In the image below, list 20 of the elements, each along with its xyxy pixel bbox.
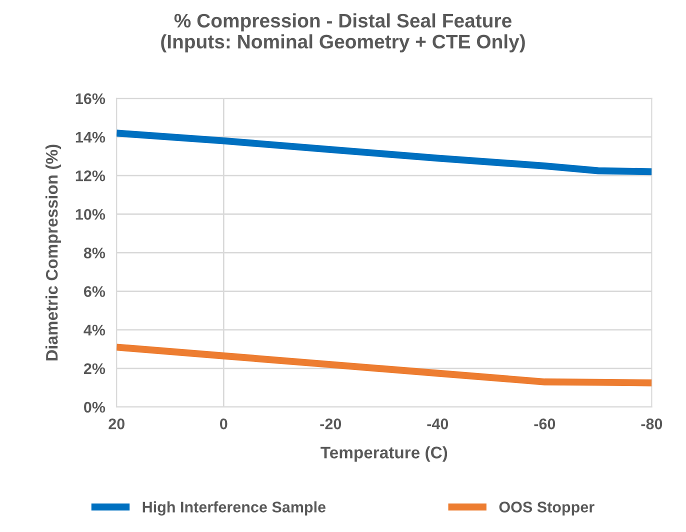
- y-tick-label: 12%: [76, 170, 106, 182]
- x-tick-label: -20: [320, 418, 342, 430]
- legend-label: High Interference Sample: [142, 501, 326, 516]
- y-axis-title: Diametric Compression (%): [46, 144, 62, 360]
- x-tick-label: -80: [641, 418, 662, 430]
- y-tick-label: 14%: [76, 132, 106, 143]
- chart-title: % Compression - Distal Seal Feature (Inputs: Nominal Geometry + CTE Only): [161, 13, 525, 52]
- x-tick-label: -40: [427, 418, 448, 430]
- x-tick-label: 20: [108, 418, 124, 430]
- y-tick-label: 4%: [84, 324, 106, 336]
- x-tick-label: -60: [534, 418, 556, 430]
- y-tick-label: 0%: [84, 402, 106, 413]
- y-tick-label: 8%: [84, 248, 106, 258]
- x-axis-title: Temperature (C): [320, 446, 448, 462]
- y-tick-label: 10%: [76, 209, 106, 220]
- y-tick-label: 2%: [84, 363, 106, 374]
- y-tick-label: 16%: [76, 93, 106, 104]
- x-tick-label: 0: [220, 418, 228, 430]
- y-tick-label: 6%: [84, 286, 106, 297]
- legend-label: OOS Stopper: [499, 502, 594, 516]
